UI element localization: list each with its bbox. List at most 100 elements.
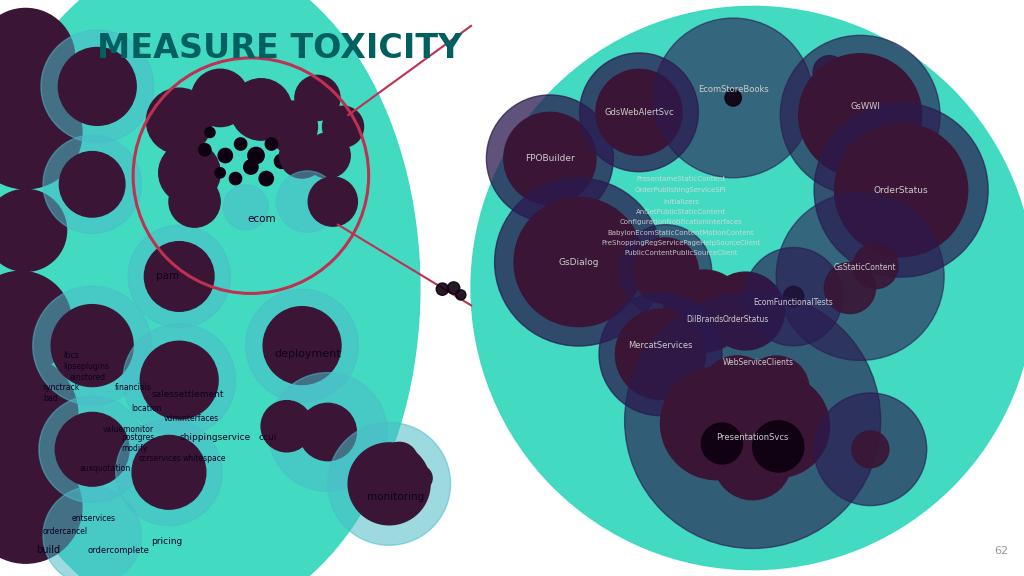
Ellipse shape [0,76,82,189]
Ellipse shape [274,154,289,168]
Text: whitespace: whitespace [182,454,225,463]
Ellipse shape [43,135,141,233]
Ellipse shape [814,103,988,277]
Text: monitoring: monitoring [367,491,424,502]
Ellipse shape [144,242,214,311]
Text: salessettlement: salessettlement [152,390,224,399]
Text: ltics: ltics [63,351,79,361]
Ellipse shape [633,238,698,304]
Ellipse shape [853,244,898,289]
Text: financials: financials [115,383,152,392]
Ellipse shape [295,75,340,120]
Ellipse shape [58,47,136,126]
Text: ccui: ccui [258,433,276,442]
Ellipse shape [744,248,843,346]
Text: modify: modify [121,444,147,453]
Text: OrderStatus: OrderStatus [873,185,929,195]
Text: bad: bad [43,393,57,403]
Ellipse shape [276,171,338,232]
Ellipse shape [229,172,242,185]
Ellipse shape [146,88,212,154]
Ellipse shape [299,403,356,461]
Ellipse shape [323,106,364,147]
Ellipse shape [486,95,613,222]
Text: OrderStatus: OrderStatus [722,315,769,324]
Text: ordercancel: ordercancel [43,526,88,536]
Text: GsDialog: GsDialog [558,257,599,267]
Ellipse shape [620,225,712,317]
Ellipse shape [727,375,829,478]
Ellipse shape [51,305,133,386]
Ellipse shape [408,466,432,490]
Ellipse shape [799,54,922,177]
Ellipse shape [246,289,358,402]
Ellipse shape [140,341,218,419]
Text: MercatServices: MercatServices [629,341,692,350]
Ellipse shape [776,192,944,361]
Text: ecom: ecom [248,214,276,224]
Ellipse shape [824,263,876,313]
Ellipse shape [660,367,773,480]
Ellipse shape [55,412,129,486]
Ellipse shape [215,168,225,178]
Ellipse shape [814,393,927,506]
Ellipse shape [701,356,773,427]
Ellipse shape [743,356,809,422]
Text: location: location [131,404,162,413]
Ellipse shape [223,185,268,230]
Ellipse shape [39,396,145,502]
Ellipse shape [244,160,258,174]
Text: entservices: entservices [72,514,116,523]
Text: AnGetPublicStaticContent: AnGetPublicStaticContent [636,209,726,215]
Ellipse shape [259,172,273,185]
Ellipse shape [268,373,387,491]
Ellipse shape [169,176,220,227]
Ellipse shape [132,435,206,509]
Text: build: build [36,545,60,555]
Text: GsStaticContent: GsStaticContent [834,263,897,272]
Ellipse shape [653,18,813,178]
Ellipse shape [0,450,82,563]
Ellipse shape [707,272,784,350]
Ellipse shape [218,149,232,162]
Text: PublicContentPublicSourceClient: PublicContentPublicSourceClient [625,251,737,256]
Text: 62: 62 [994,546,1009,556]
Ellipse shape [234,138,247,150]
Ellipse shape [199,143,211,156]
Text: PresentameStaticContent: PresentameStaticContent [636,176,726,181]
Ellipse shape [328,422,451,545]
Ellipse shape [248,147,264,164]
Ellipse shape [714,422,792,500]
Ellipse shape [308,177,357,226]
Text: ccrservices: ccrservices [138,454,181,463]
Ellipse shape [261,401,312,452]
Text: ConfigurationNotificationInterfaces: ConfigurationNotificationInterfaces [620,219,742,225]
Ellipse shape [599,293,722,416]
Text: postgres: postgres [121,433,154,442]
Text: EcomFunctionalTests: EcomFunctionalTests [754,298,834,307]
Text: pricing: pricing [152,537,183,546]
Text: vdminterfaces: vdminterfaces [164,414,219,423]
Ellipse shape [205,127,215,138]
Text: einstored: einstored [70,373,105,382]
Ellipse shape [471,6,1024,570]
Ellipse shape [514,198,643,327]
Ellipse shape [43,487,141,576]
Text: Initializers: Initializers [663,199,699,204]
Ellipse shape [725,90,741,106]
Text: lipseplugins: lipseplugins [63,362,110,371]
Text: OrderPublishingServiceSPI: OrderPublishingServiceSPI [635,187,727,193]
Text: pam: pam [156,271,179,282]
Ellipse shape [504,112,596,204]
Ellipse shape [701,423,742,464]
Text: BabylonEcomStaticContentMotionContent: BabylonEcomStaticContentMotionContent [607,230,755,236]
Ellipse shape [615,309,706,399]
Ellipse shape [266,101,317,152]
Ellipse shape [852,431,889,468]
Text: FPOBuilder: FPOBuilder [525,154,574,163]
Ellipse shape [230,79,292,140]
Text: valuemonitor: valuemonitor [102,425,154,434]
Text: MEASURE TOXICITY: MEASURE TOXICITY [97,32,463,65]
Ellipse shape [596,69,682,156]
Text: deployment: deployment [274,349,341,359]
